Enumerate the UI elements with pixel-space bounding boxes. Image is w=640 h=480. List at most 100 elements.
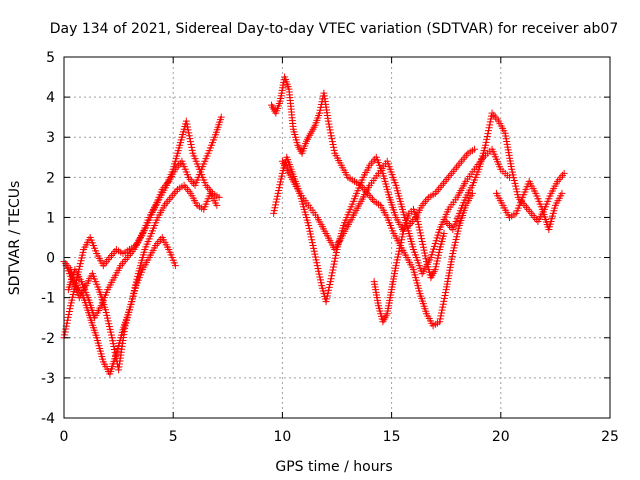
data-point: [328, 272, 336, 280]
data-point: [275, 184, 283, 192]
data-point: [325, 123, 333, 131]
x-tick-label: 10: [273, 429, 291, 445]
data-point: [64, 316, 72, 324]
data-points: [60, 73, 568, 378]
data-point: [276, 181, 284, 189]
data-point: [65, 310, 73, 318]
data-point: [308, 236, 316, 244]
data-point: [433, 257, 441, 265]
data-point: [61, 328, 69, 336]
series-sat-b: [64, 117, 223, 322]
data-point: [471, 145, 479, 153]
data-point: [63, 319, 71, 327]
data-point: [442, 289, 450, 297]
data-point: [414, 217, 422, 225]
y-tick-label: -2: [41, 331, 55, 347]
data-point: [560, 169, 568, 177]
y-tick-label: -4: [41, 411, 55, 427]
data-point: [215, 193, 223, 201]
data-point: [273, 192, 281, 200]
data-point: [185, 132, 193, 140]
data-point: [311, 253, 319, 261]
data-point: [188, 146, 196, 154]
data-point: [392, 262, 400, 270]
data-point: [187, 141, 195, 149]
data-point: [483, 132, 491, 140]
data-point: [327, 129, 335, 137]
data-point: [323, 295, 331, 303]
data-point: [217, 113, 225, 121]
data-point: [326, 280, 334, 288]
data-point: [416, 226, 424, 234]
data-point: [213, 201, 221, 209]
data-point: [277, 178, 285, 186]
data-point: [65, 308, 73, 316]
data-point: [184, 126, 192, 134]
data-point: [316, 273, 324, 281]
data-point: [186, 135, 194, 143]
y-tick-label: 5: [46, 50, 55, 66]
chart-title: Day 134 of 2021, Sidereal Day-to-day VTE…: [50, 21, 619, 37]
data-point: [312, 256, 320, 264]
data-point: [419, 240, 427, 248]
x-tick-label: 0: [60, 429, 69, 445]
x-axis-label: GPS time / hours: [275, 459, 392, 475]
data-point: [439, 300, 447, 308]
data-point: [108, 334, 116, 342]
data-point: [306, 230, 314, 238]
data-point: [440, 229, 448, 237]
data-point: [310, 247, 318, 255]
data-point: [441, 291, 449, 299]
data-point: [415, 223, 423, 231]
data-point: [270, 209, 278, 217]
y-axis-label: SDTVAR / TECUs: [7, 181, 23, 296]
data-point: [271, 204, 279, 212]
data-point: [274, 189, 282, 197]
data-point: [435, 248, 443, 256]
data-point: [305, 224, 313, 232]
data-point: [323, 292, 331, 300]
data-point: [277, 175, 285, 183]
data-point: [309, 242, 317, 250]
data-point: [328, 138, 336, 146]
series-sat-j: [492, 177, 566, 233]
data-point: [278, 172, 286, 180]
data-point: [397, 239, 405, 247]
data-point: [399, 227, 407, 235]
data-point: [421, 252, 429, 260]
x-tick-label: 15: [383, 429, 401, 445]
data-point: [331, 254, 339, 262]
data-point: [325, 286, 333, 294]
data-point: [434, 254, 442, 262]
data-point: [61, 331, 69, 339]
data-point: [275, 187, 283, 195]
data-point: [272, 198, 280, 206]
data-point: [313, 262, 321, 270]
data-point: [418, 235, 426, 243]
x-tick-label: 25: [601, 429, 619, 445]
data-point: [110, 343, 118, 351]
data-point: [315, 267, 323, 275]
data-point: [182, 117, 190, 125]
data-point: [558, 189, 566, 197]
data-point: [482, 141, 490, 149]
data-point: [419, 243, 427, 251]
data-point: [330, 260, 338, 268]
data-point: [418, 238, 426, 246]
data-point: [317, 279, 325, 287]
data-point: [329, 263, 337, 271]
data-point: [66, 305, 74, 313]
data-point: [171, 262, 179, 270]
data-point: [322, 298, 330, 306]
data-point: [394, 253, 402, 261]
data-point: [414, 220, 422, 228]
data-point: [183, 123, 191, 131]
data-point: [396, 242, 404, 250]
data-point: [64, 313, 72, 321]
data-point: [484, 130, 492, 138]
series-sat-e: [267, 73, 476, 330]
data-point: [398, 233, 406, 241]
grid: [64, 57, 610, 418]
data-point: [188, 143, 196, 151]
data-point: [330, 146, 338, 154]
